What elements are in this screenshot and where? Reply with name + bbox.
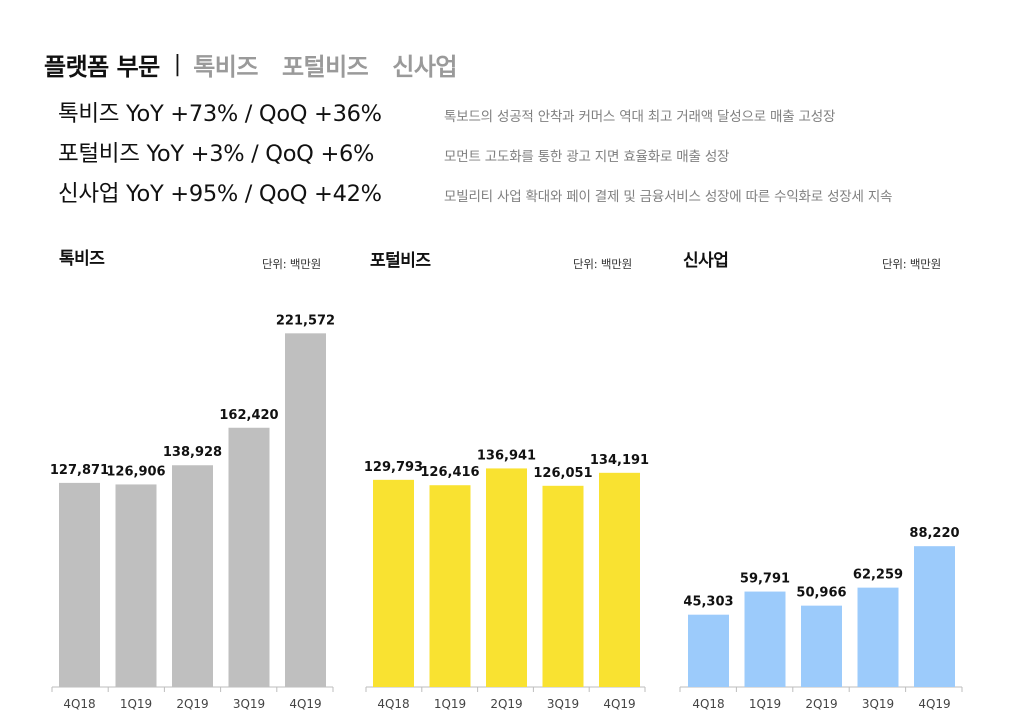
tick-label-portalbiz-4Q19: 4Q19: [603, 697, 635, 711]
data-label-talkbiz-3Q19: 162,420: [219, 408, 278, 423]
data-label-portalbiz-4Q18: 129,793: [364, 460, 423, 475]
data-label-talkbiz-2Q19: 138,928: [163, 445, 222, 460]
bar-newbiz-4Q18: [688, 614, 729, 687]
page-title: 플랫폼 부문: [44, 52, 160, 81]
tick-label-talkbiz-4Q19: 4Q19: [289, 697, 321, 711]
chart-unit-newbiz: 단위: 백만원: [882, 257, 942, 271]
bar-talkbiz-3Q19: [228, 427, 270, 687]
tick-label-newbiz-1Q19: 1Q19: [749, 697, 781, 711]
data-label-newbiz-4Q18: 45,303: [683, 595, 733, 610]
chart-unit-talkbiz: 단위: 백만원: [262, 257, 322, 271]
bar-talkbiz-1Q19: [115, 484, 157, 687]
tick-label-talkbiz-3Q19: 3Q19: [233, 697, 265, 711]
metric-portalbiz: 포털비즈 YoY +3% / QoQ +6%: [58, 141, 375, 167]
bar-newbiz-2Q19: [801, 605, 842, 687]
metric-row-portalbiz: 포털비즈 YoY +3% / QoQ +6% 모먼트 고도화를 통한 광고 지면…: [58, 136, 978, 172]
metric-portalbiz-description: 모먼트 고도화를 통한 광고 지면 효율화로 매출 성장: [444, 149, 730, 165]
tick-label-newbiz-3Q19: 3Q19: [862, 697, 894, 711]
data-label-portalbiz-3Q19: 126,051: [533, 466, 592, 481]
data-label-portalbiz-1Q19: 126,416: [420, 465, 479, 480]
bar-portalbiz-1Q19: [429, 485, 471, 687]
tick-label-portalbiz-1Q19: 1Q19: [434, 697, 466, 711]
bar-portalbiz-3Q19: [542, 485, 584, 687]
metric-newbiz-description: 모빌리티 사업 확대와 페이 결제 및 금융서비스 성장에 따른 수익화로 성장…: [444, 189, 893, 205]
tick-label-portalbiz-4Q18: 4Q18: [377, 697, 409, 711]
chart-title-portalbiz: 포털비즈: [370, 251, 431, 271]
tick-label-portalbiz-2Q19: 2Q19: [490, 697, 522, 711]
metric-talkbiz: 톡비즈 YoY +73% / QoQ +36%: [58, 101, 382, 127]
chart-title-talkbiz: 톡비즈: [59, 249, 105, 269]
bar-portalbiz-4Q18: [373, 479, 414, 687]
bar-talkbiz-4Q19: [285, 333, 326, 687]
tick-label-newbiz-4Q18: 4Q18: [692, 697, 724, 711]
bar-portalbiz-2Q19: [486, 468, 527, 687]
tick-label-newbiz-4Q19: 4Q19: [918, 697, 950, 711]
data-label-talkbiz-4Q18: 127,871: [50, 463, 109, 478]
bar-newbiz-1Q19: [744, 591, 786, 687]
tab-portalbiz[interactable]: 포털비즈: [281, 52, 369, 81]
data-label-newbiz-4Q19: 88,220: [909, 526, 959, 541]
bar-newbiz-4Q19: [914, 546, 955, 687]
data-label-portalbiz-2Q19: 136,941: [477, 448, 536, 463]
data-label-portalbiz-4Q19: 134,191: [590, 453, 649, 468]
tick-label-newbiz-2Q19: 2Q19: [805, 697, 837, 711]
tab-talkbiz[interactable]: 톡비즈: [193, 52, 258, 81]
bar-newbiz-3Q19: [857, 587, 899, 687]
data-label-newbiz-1Q19: 59,791: [740, 572, 790, 587]
page-header: 플랫폼 부문 | 톡비즈 포털비즈 신사업: [44, 46, 481, 82]
chart-unit-portalbiz: 단위: 백만원: [573, 257, 633, 271]
data-label-newbiz-3Q19: 62,259: [853, 568, 903, 583]
title-separator: |: [173, 51, 182, 77]
tick-label-portalbiz-3Q19: 3Q19: [547, 697, 579, 711]
data-label-talkbiz-4Q19: 221,572: [276, 313, 335, 328]
bar-portalbiz-4Q19: [599, 472, 640, 687]
metric-newbiz: 신사업 YoY +95% / QoQ +42%: [58, 181, 382, 207]
data-label-talkbiz-1Q19: 126,906: [106, 464, 165, 479]
tick-label-talkbiz-2Q19: 2Q19: [176, 697, 208, 711]
bar-talkbiz-2Q19: [172, 465, 213, 687]
tab-newbiz[interactable]: 신사업: [392, 52, 458, 81]
metric-row-talkbiz: 톡비즈 YoY +73% / QoQ +36% 톡보드의 성공적 안착과 커머스…: [58, 96, 978, 132]
tick-label-talkbiz-4Q18: 4Q18: [63, 697, 95, 711]
metric-talkbiz-description: 톡보드의 성공적 안착과 커머스 역대 최고 거래액 달성으로 매출 고성장: [444, 109, 836, 125]
chart-title-newbiz: 신사업: [683, 251, 729, 271]
tick-label-talkbiz-1Q19: 1Q19: [120, 697, 152, 711]
metric-row-newbiz: 신사업 YoY +95% / QoQ +42% 모빌리티 사업 확대와 페이 결…: [58, 176, 978, 212]
bar-talkbiz-4Q18: [59, 482, 100, 687]
data-label-newbiz-2Q19: 50,966: [796, 586, 846, 601]
